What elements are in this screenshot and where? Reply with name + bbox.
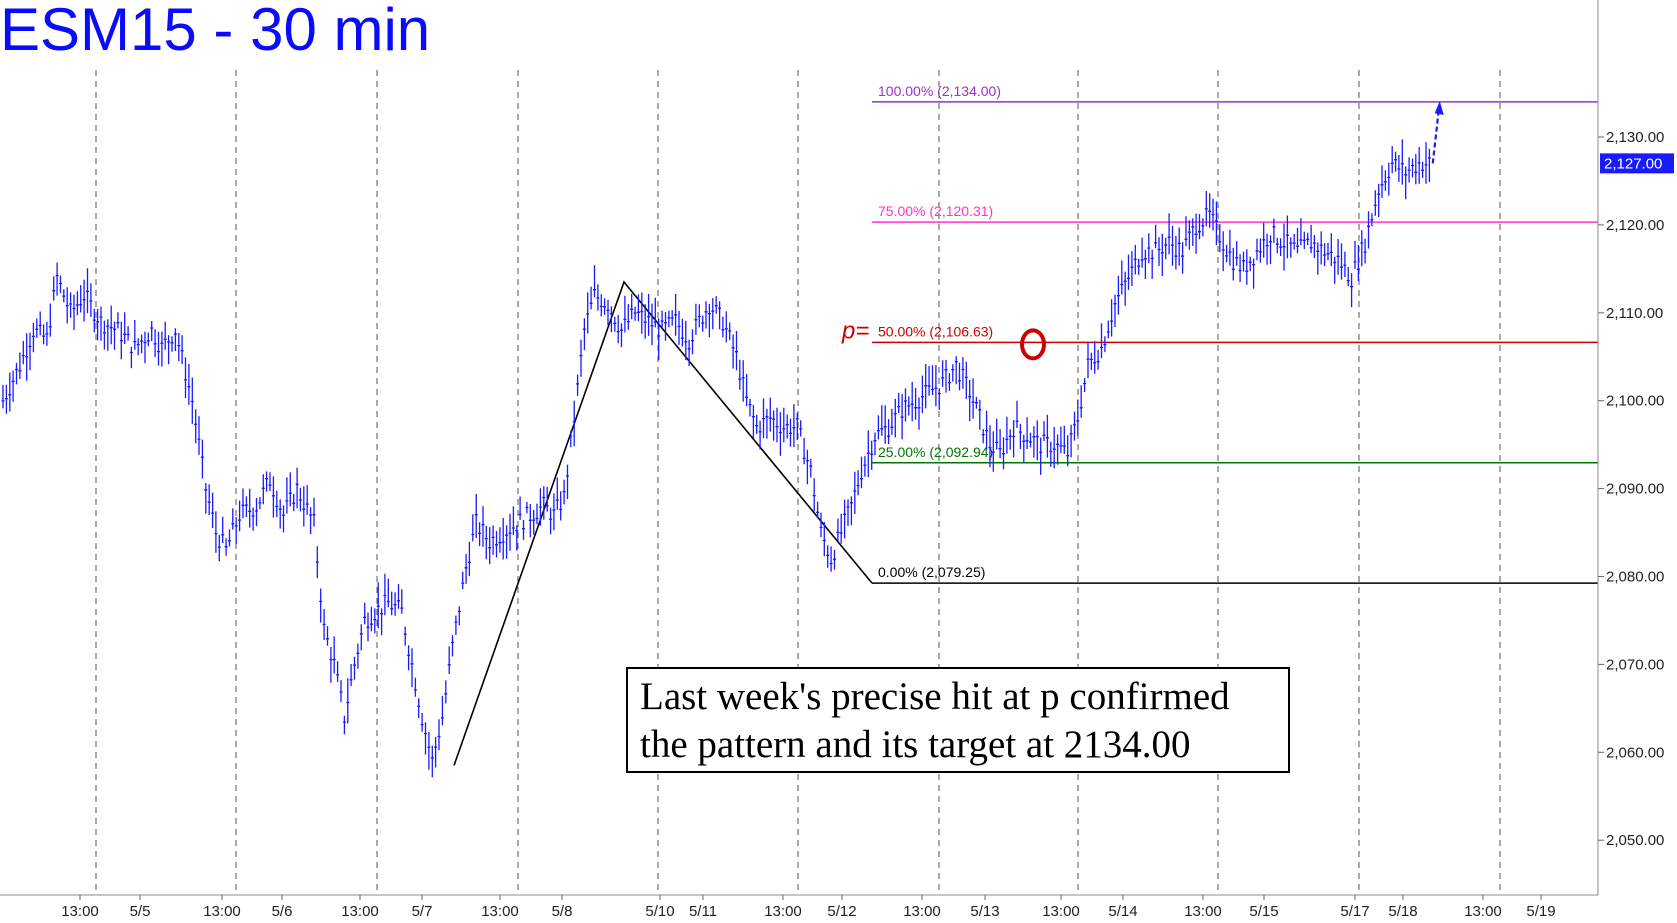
session-grid bbox=[95, 70, 1501, 895]
x-tick-label: 13:00 bbox=[903, 903, 941, 920]
x-tick-label: 5/5 bbox=[130, 903, 151, 920]
price-bars bbox=[1, 139, 1431, 778]
x-tick-label: 13:00 bbox=[1184, 903, 1222, 920]
projection-arrowhead bbox=[1434, 100, 1444, 116]
x-tick-label: 5/14 bbox=[1108, 903, 1137, 920]
x-tick-label: 5/15 bbox=[1249, 903, 1278, 920]
x-tick-label: 5/8 bbox=[552, 903, 573, 920]
markers bbox=[1020, 100, 1444, 361]
fib-label-3: 25.00% (2,092.94) bbox=[878, 444, 993, 460]
x-tick-label: 13:00 bbox=[1042, 903, 1080, 920]
x-tick-label: 5/17 bbox=[1340, 903, 1369, 920]
pattern-line bbox=[453, 280, 873, 766]
x-tick-label: 13:00 bbox=[203, 903, 241, 920]
x-tick-label: 13:00 bbox=[341, 903, 379, 920]
projection-arrow bbox=[1431, 108, 1440, 164]
y-tick-label: 2,090.00 bbox=[1606, 481, 1664, 498]
x-tick-label: 5/18 bbox=[1388, 903, 1417, 920]
abc-pattern bbox=[453, 280, 873, 766]
x-tick-label: 5/10 bbox=[645, 903, 674, 920]
y-tick-label: 2,130.00 bbox=[1606, 129, 1664, 146]
x-tick-label: 5/12 bbox=[827, 903, 856, 920]
x-tick-label: 13:00 bbox=[1464, 903, 1502, 920]
y-tick-label: 2,050.00 bbox=[1606, 832, 1664, 849]
chart-title: ESM15 - 30 min bbox=[0, 0, 431, 63]
last-price-label: 2,127.00 bbox=[1604, 155, 1662, 172]
y-tick-label: 2,100.00 bbox=[1606, 393, 1664, 410]
x-tick-label: 5/7 bbox=[412, 903, 433, 920]
y-tick-label: 2,110.00 bbox=[1606, 305, 1663, 322]
x-tick-label: 5/6 bbox=[272, 903, 293, 920]
x-tick-label: 13:00 bbox=[481, 903, 519, 920]
y-tick-label: 2,080.00 bbox=[1606, 569, 1664, 586]
x-tick-label: 5/11 bbox=[689, 903, 717, 920]
y-tick-label: 2,060.00 bbox=[1606, 744, 1664, 761]
fib-label-1: 75.00% (2,120.31) bbox=[878, 203, 993, 219]
annotation-line-2: the pattern and its target at 2134.00 bbox=[640, 723, 1191, 766]
fib-prefix-p: p= bbox=[841, 317, 869, 344]
annotation-line-1: Last week's precise hit at p confirmed bbox=[640, 675, 1230, 718]
y-tick-label: 2,070.00 bbox=[1606, 656, 1664, 673]
x-tick-label: 5/13 bbox=[970, 903, 999, 920]
y-tick-label: 2,120.00 bbox=[1606, 217, 1664, 234]
x-tick-label: 13:00 bbox=[764, 903, 802, 920]
fib-label-2: 50.00% (2,106.63) bbox=[878, 323, 993, 339]
p-hit-circle bbox=[1020, 328, 1046, 361]
fib-label-0: 100.00% (2,134.00) bbox=[878, 83, 1001, 99]
annotation-box: Last week's precise hit at p confirmed t… bbox=[626, 667, 1290, 773]
last-price-box bbox=[1600, 153, 1674, 174]
fib-label-4: 0.00% (2,079.25) bbox=[878, 564, 985, 580]
x-tick-label: 5/19 bbox=[1526, 903, 1555, 920]
fibonacci-levels: 100.00% (2,134.00) 75.00% (2,120.31) 50.00… bbox=[841, 83, 1598, 584]
price-series bbox=[1, 139, 1431, 778]
x-tick-label: 13:00 bbox=[61, 903, 99, 920]
